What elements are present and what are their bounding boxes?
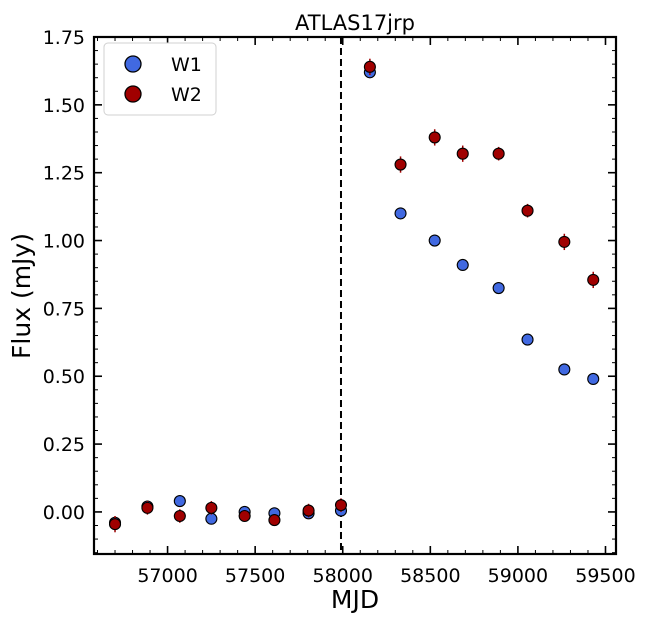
w2-data-point — [521, 204, 534, 217]
x-tick-label: 57000 — [137, 565, 197, 587]
w1-data-point — [456, 258, 469, 272]
w2-data-point — [492, 147, 505, 160]
y-tick-label: 1.00 — [43, 231, 85, 253]
w2-legend-marker — [124, 85, 142, 103]
x-axis-title: MJD — [331, 585, 379, 614]
y-tick-label: 0.00 — [43, 502, 85, 524]
w2-data-point — [205, 501, 218, 514]
x-tick-label: 58000 — [313, 565, 373, 587]
w2-data-point — [456, 147, 469, 160]
w1-legend-marker — [124, 55, 142, 73]
w2-data-point — [587, 273, 600, 286]
w2-data-point — [334, 499, 348, 512]
w1-data-point — [394, 207, 407, 220]
y-tick-label: 1.50 — [43, 95, 85, 117]
w2-data-point — [394, 158, 407, 171]
x-tick-label: 59500 — [575, 565, 635, 587]
w1-data-point — [205, 512, 218, 525]
w2-data-point — [141, 501, 154, 514]
x-tick-label: 58500 — [400, 565, 460, 587]
w2-legend-label: W2 — [171, 84, 202, 106]
w1-data-point — [428, 234, 441, 247]
w1-data-point — [587, 372, 600, 386]
w1-legend-label: W1 — [171, 54, 202, 76]
w2-data-point — [302, 504, 315, 517]
y-tick-label: 0.25 — [43, 434, 85, 456]
y-tick-label: 1.75 — [43, 27, 85, 49]
w2-data-point — [238, 509, 251, 523]
w2-data-point — [363, 60, 376, 73]
w1-data-point — [521, 333, 534, 346]
y-tick-label: 0.50 — [43, 366, 85, 388]
w2-data-point — [108, 518, 122, 531]
x-tick-label: 59000 — [488, 565, 548, 587]
w1-data-point — [173, 495, 186, 508]
y-tick-label: 1.25 — [43, 163, 85, 185]
chart-title: ATLAS17jrp — [295, 11, 415, 35]
w2-data-point — [558, 235, 571, 248]
plot-area: 57000 57500 58000 58500 59000 59500 0.00 0.25 0.… — [43, 27, 636, 587]
y-tick-label: 0.75 — [43, 298, 85, 320]
w1-data-point — [492, 281, 505, 295]
w2-data-point — [268, 514, 281, 527]
plot-frame — [92, 35, 618, 556]
w2-data-point — [173, 509, 186, 523]
w2-data-point — [428, 131, 441, 144]
y-axis-title: Flux (mJy) — [7, 233, 36, 359]
w1-data-point — [558, 363, 571, 376]
x-tick-label: 57500 — [225, 565, 285, 587]
